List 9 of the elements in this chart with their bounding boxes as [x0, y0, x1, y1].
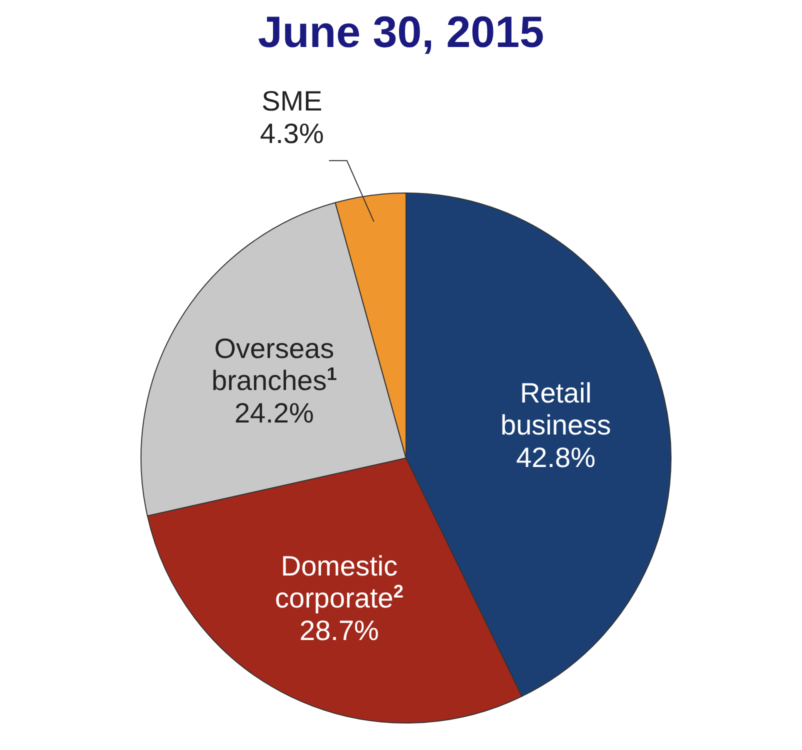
- data-label: 24.2%: [234, 397, 314, 428]
- data-label: 4.3%: [260, 118, 324, 149]
- slice-label: SME: [262, 86, 322, 117]
- chart-title: June 30, 2015: [256, 8, 546, 58]
- data-label: 42.8%: [516, 442, 596, 473]
- slice-label: Domestic corporate$^{2}$: [275, 550, 404, 614]
- slice-label: Retail business: [500, 378, 612, 441]
- slice-label: Overseas branches$^{1}$: [212, 332, 337, 396]
- data-label: 28.7%: [300, 614, 379, 646]
